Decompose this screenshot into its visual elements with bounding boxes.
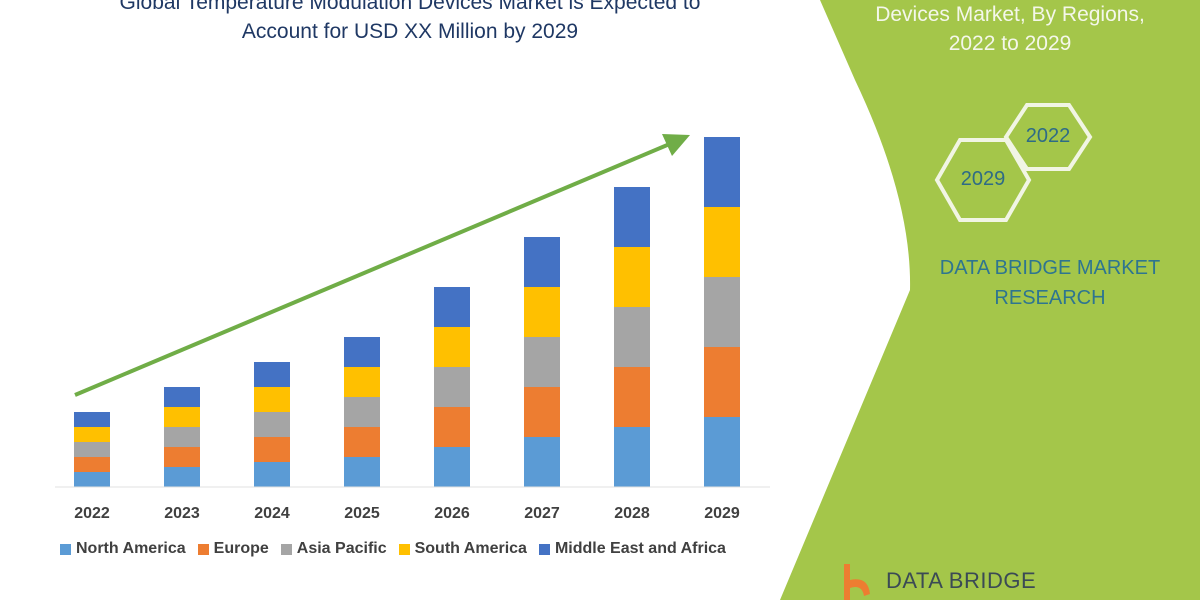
bar-segment-2025-asia-pacific xyxy=(344,397,380,427)
bar-segment-2027-south-america xyxy=(524,287,560,337)
bar-segment-2029-asia-pacific xyxy=(704,277,740,347)
legend-label: Asia Pacific xyxy=(296,540,387,557)
hex-label-2022: 2022 xyxy=(1025,125,1071,147)
side-title-line1: Devices Market, By Regions, xyxy=(875,3,1145,26)
legend-item: Middle East and Africa xyxy=(538,540,726,558)
bar-segment-2024-middle-east-and-africa xyxy=(254,362,290,387)
bar-segment-2027-europe xyxy=(524,387,560,437)
x-tick-label: 2027 xyxy=(524,505,560,522)
bar-segment-2026-europe xyxy=(434,407,470,447)
legend-item: Europe xyxy=(197,540,269,558)
legend-item: Asia Pacific xyxy=(280,540,387,558)
bar-segment-2026-south-america xyxy=(434,327,470,367)
legend-swatch xyxy=(280,543,292,555)
chart-legend: North America Europe Asia Pacific South Ame… xyxy=(60,540,726,558)
bar-segment-2023-north-america xyxy=(164,467,200,487)
bar-segment-2023-europe xyxy=(164,447,200,467)
bar-segment-2023-asia-pacific xyxy=(164,427,200,447)
bar-segment-2029-north-america xyxy=(704,417,740,487)
side-title-line2: 2022 to 2029 xyxy=(948,32,1072,55)
x-tick-label: 2029 xyxy=(704,505,740,522)
legend-label: Europe xyxy=(213,540,269,557)
bar-segment-2027-asia-pacific xyxy=(524,337,560,387)
bar-segment-2027-north-america xyxy=(524,437,560,487)
chart-title-line2: Account for USD XX Million by 2029 xyxy=(241,20,579,43)
hex-label-2029: 2029 xyxy=(960,168,1006,190)
hexagon-2022 xyxy=(1003,103,1093,171)
chart-title-line1: Global Temperature Modulation Devices Ma… xyxy=(119,0,701,14)
x-tick-label: 2023 xyxy=(164,505,200,522)
hexagon-2029 xyxy=(934,138,1032,222)
bar-segment-2024-asia-pacific xyxy=(254,412,290,437)
bar-segment-2029-south-america xyxy=(704,207,740,277)
bar-segment-2029-middle-east-and-africa xyxy=(704,137,740,207)
trend-arrow xyxy=(74,134,690,397)
bar-segment-2025-south-america xyxy=(344,367,380,397)
bar-segment-2025-europe xyxy=(344,427,380,457)
bar-segment-2024-south-america xyxy=(254,387,290,412)
logo-b-icon xyxy=(844,564,870,600)
legend-swatch xyxy=(538,543,550,555)
legend-label: South America xyxy=(414,540,527,557)
x-tick-label: 2026 xyxy=(434,505,470,522)
bar-segment-2026-middle-east-and-africa xyxy=(434,287,470,327)
bar-segment-2028-europe xyxy=(614,367,650,427)
green-side-panel xyxy=(780,0,1200,600)
bar-segment-2026-north-america xyxy=(434,447,470,487)
legend-item: North America xyxy=(60,540,186,558)
x-tick-label: 2024 xyxy=(254,505,290,522)
brand-name: DATA BRIDGE MARKET RESEARCH xyxy=(920,253,1180,313)
bar-segment-2022-europe xyxy=(74,457,110,472)
bar-segment-2026-asia-pacific xyxy=(434,367,470,407)
bar-segment-2024-europe xyxy=(254,437,290,462)
legend-swatch xyxy=(60,543,71,555)
bar-segment-2022-south-america xyxy=(74,427,110,442)
legend-swatch xyxy=(398,543,410,555)
legend-label: Middle East and Africa xyxy=(554,540,726,557)
bar-segment-2028-middle-east-and-africa xyxy=(614,187,650,247)
legend-swatch xyxy=(197,543,209,555)
brand-line1: DATA BRIDGE MARKET xyxy=(939,257,1161,279)
bar-segment-2024-north-america xyxy=(254,462,290,487)
bar-segment-2029-europe xyxy=(704,347,740,417)
bar-segment-2022-asia-pacific xyxy=(74,442,110,457)
x-tick-label: 2022 xyxy=(74,505,110,522)
bar-segment-2027-middle-east-and-africa xyxy=(524,237,560,287)
stacked-bar-chart: 2022 2023 2024 2025 2026 2027 2028 2029 xyxy=(74,137,740,522)
bar-segment-2023-middle-east-and-africa xyxy=(164,387,200,407)
bar-segment-2022-middle-east-and-africa xyxy=(74,412,110,427)
x-tick-label: 2025 xyxy=(344,505,380,522)
bar-segment-2028-asia-pacific xyxy=(614,307,650,367)
legend-item: South America xyxy=(398,540,527,558)
logo-text: DATA BRIDGE xyxy=(886,568,1037,593)
bar-segment-2022-north-america xyxy=(74,472,110,487)
brand-line2: RESEARCH xyxy=(994,287,1106,309)
legend-label: North America xyxy=(76,540,186,557)
bar-segment-2028-south-america xyxy=(614,247,650,307)
bar-segment-2028-north-america xyxy=(614,427,650,487)
bar-segment-2025-north-america xyxy=(344,457,380,487)
company-logo: DATA BRIDGE xyxy=(838,562,1036,602)
bar-segment-2025-middle-east-and-africa xyxy=(344,337,380,367)
bar-segment-2023-south-america xyxy=(164,407,200,427)
x-tick-label: 2028 xyxy=(614,505,650,522)
